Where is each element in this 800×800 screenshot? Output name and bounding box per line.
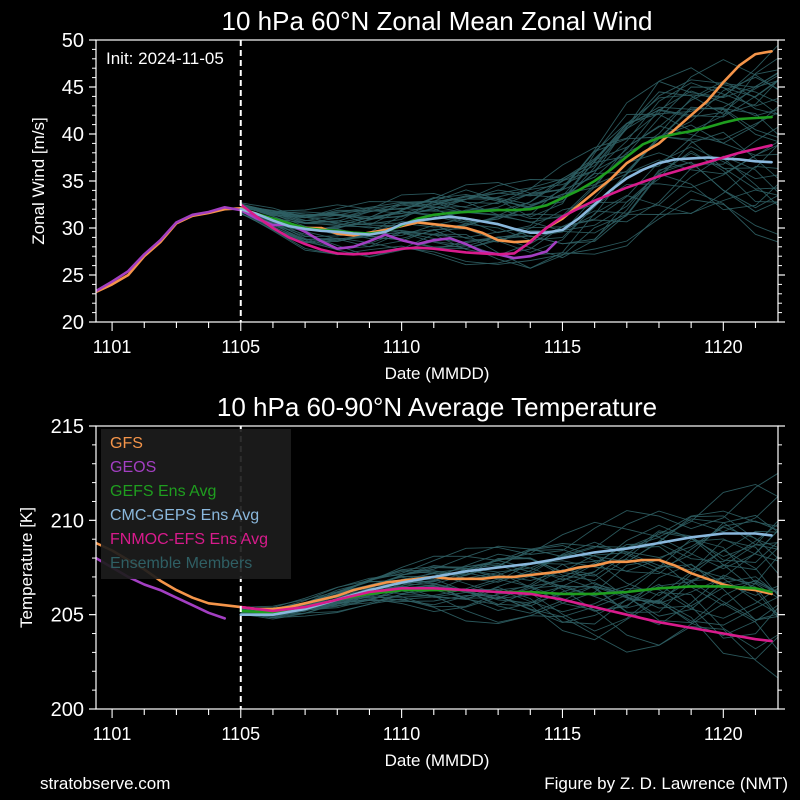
wind-series-cmc <box>239 156 773 236</box>
wind-xtick-label: 1110 <box>383 337 420 357</box>
temp-xtick-label: 1101 <box>93 724 132 744</box>
wind-ytick-label: 45 <box>62 77 84 99</box>
wind-ensemble-member <box>240 72 778 216</box>
wind-plot-area <box>96 44 778 294</box>
wind-ensemble-member <box>240 57 778 225</box>
temp-legend-box <box>101 429 291 579</box>
temp-xtick-label: 1110 <box>383 724 420 744</box>
wind-xtick-label: 1115 <box>544 337 581 357</box>
wind-ensemble-member <box>240 189 778 269</box>
wind-ytick-label: 30 <box>62 218 84 240</box>
wind-ytick-label: 50 <box>62 30 84 52</box>
temp-xlabel: Date (MMDD) <box>385 751 490 770</box>
temp-ytick-label: 200 <box>51 699 84 721</box>
temp-xtick-label: 1105 <box>221 724 260 744</box>
wind-xtick-label: 1120 <box>704 337 743 357</box>
wind-ensemble-member <box>240 59 778 219</box>
temp-ensemble-member <box>240 594 778 651</box>
wind-ensemble-member <box>240 69 778 220</box>
temp-ensemble-member <box>240 580 778 614</box>
temp-ensemble-member <box>240 496 778 610</box>
temp-xtick-label: 1115 <box>544 724 581 744</box>
wind-ensemble-member <box>240 80 778 227</box>
wind-ensemble-member <box>240 44 778 212</box>
wind-ensemble-member <box>240 161 778 248</box>
wind-xtick-label: 1101 <box>93 337 132 357</box>
wind-ensemble-member <box>240 131 778 243</box>
temp-ensemble-member <box>240 539 778 611</box>
wind-ensemble-member <box>240 153 778 253</box>
temp-ensemble-member <box>240 574 778 626</box>
temp-plot-area <box>96 472 778 679</box>
temp-ensemble-member <box>240 520 778 612</box>
wind-ensemble-member <box>240 80 778 219</box>
temp-xtick-label: 1120 <box>704 724 743 744</box>
wind-ytick-label: 25 <box>62 265 84 287</box>
wind-xtick-label: 1105 <box>221 337 260 357</box>
legend-item-gefs: GEFS Ens Avg <box>110 483 216 500</box>
temp-ensemble-member <box>240 472 778 609</box>
footer-source: stratobserve.com <box>40 774 171 793</box>
temp-ensemble-member <box>240 579 778 624</box>
wind-ylabel: Zonal Wind [m/s] <box>29 117 48 245</box>
wind-ensemble-member <box>240 165 778 269</box>
temp-ytick-label: 215 <box>51 416 84 438</box>
temp-ylabel: Temperature [K] <box>17 507 36 628</box>
wind-ensemble-member <box>240 76 778 226</box>
legend-item-cmc: CMC-GEPS Ens Avg <box>110 507 259 524</box>
wind-series-fnmoc <box>239 144 773 256</box>
wind-ytick-label: 20 <box>62 312 84 334</box>
legend-item-geos: GEOS <box>110 459 156 476</box>
wind-ensemble-member <box>240 112 778 229</box>
wind-ensemble-member <box>240 67 778 219</box>
wind-xlabel: Date (MMDD) <box>385 364 490 383</box>
wind-chart: 10 hPa 60°N Zonal Mean Zonal Wind Date (M… <box>29 6 785 383</box>
temp-ensemble-member <box>240 510 778 609</box>
temp-chart: 10 hPa 60-90°N Average Temperature Date (… <box>17 392 785 770</box>
wind-ensemble-member <box>240 79 778 218</box>
temp-title: 10 hPa 60-90°N Average Temperature <box>217 392 657 422</box>
temp-ytick-label: 205 <box>51 605 84 627</box>
wind-title: 10 hPa 60°N Zonal Mean Zonal Wind <box>222 6 653 36</box>
wind-ensemble-member <box>240 82 778 222</box>
legend-item-ensemble: Ensemble Members <box>110 555 252 572</box>
temp-ensemble-member <box>240 591 778 626</box>
temp-ensemble-member <box>240 564 778 618</box>
wind-annotation: Init: 2024-11-05 <box>106 49 224 68</box>
temp-ensemble-member <box>240 598 778 679</box>
wind-frame <box>95 39 779 323</box>
temp-series-fnmoc <box>239 586 773 643</box>
wind-ensemble-member <box>240 106 778 227</box>
legend-item-gfs: GFS <box>110 435 143 452</box>
footer-credit: Figure by Z. D. Lawrence (NMT) <box>544 774 788 793</box>
wind-ytick-label: 35 <box>62 171 84 193</box>
legend-item-fnmoc: FNMOC-EFS Ens Avg <box>110 531 268 548</box>
temp-ytick-label: 210 <box>51 510 84 532</box>
temp-legend: GFS GEOS GEFS Ens Avg CMC-GEPS Ens Avg FNMOC… <box>101 429 291 579</box>
wind-ensemble-member <box>240 86 778 224</box>
wind-ytick-label: 40 <box>62 124 84 146</box>
wind-ensemble-member <box>240 90 778 224</box>
temp-frame <box>95 425 779 710</box>
